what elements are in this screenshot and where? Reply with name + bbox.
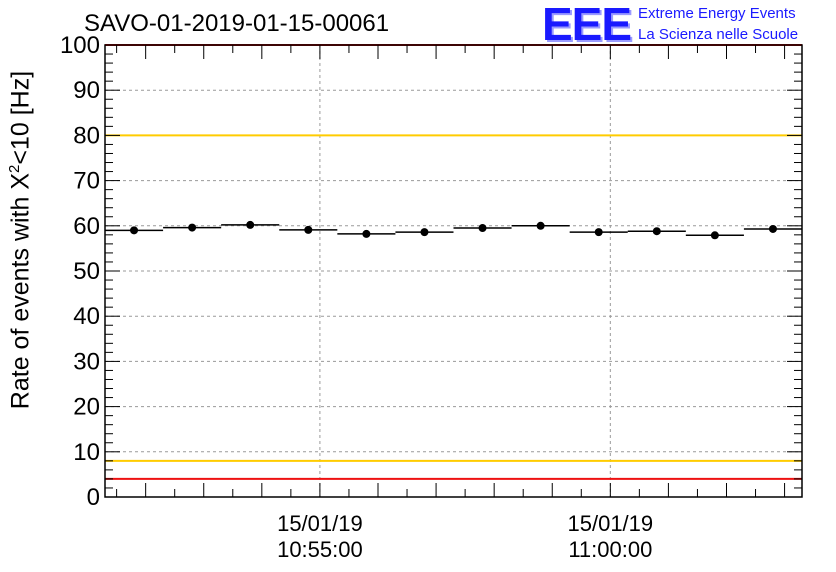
y-tick-label-2: 20	[73, 394, 100, 421]
logo-line-2: La Scienza nelle Scuole	[638, 26, 799, 43]
y-tick-label-8: 80	[73, 122, 100, 149]
data-point-6	[478, 224, 487, 233]
y-axis-label-wrap: Rate of events with X2<10 [Hz]	[6, 40, 38, 440]
y-axis-label: Rate of events with X2<10 [Hz]	[6, 40, 35, 440]
y-axis-label-prefix: Rate of events with X	[6, 172, 35, 410]
data-point-1	[188, 223, 197, 232]
data-point-5	[420, 228, 429, 237]
x-tick-label-date-0: 15/01/19	[277, 511, 363, 536]
data-point-0	[130, 226, 139, 235]
y-axis-label-suffix: <10 [Hz]	[6, 70, 35, 165]
y-tick-label-9: 90	[73, 77, 100, 104]
data-point-11	[768, 224, 777, 233]
y-tick-label-3: 30	[73, 348, 100, 375]
x-tick-label-time-0: 10:55:00	[277, 537, 363, 562]
logo-line-1: Extreme Energy Events	[638, 5, 796, 22]
chart-title: SAVO-01-2019-01-15-00061	[84, 10, 390, 37]
y-tick-label-1: 10	[73, 439, 100, 466]
x-tick-label-date-1: 15/01/19	[568, 511, 654, 536]
y-tick-label-5: 50	[73, 258, 100, 285]
data-point-8	[594, 228, 603, 237]
y-tick-label-0: 0	[87, 484, 100, 511]
data-point-2	[246, 220, 255, 229]
data-point-3	[304, 225, 313, 234]
y-tick-label-10: 100	[60, 32, 100, 59]
y-axis-label-sup: 2	[6, 164, 23, 173]
data-point-9	[652, 227, 661, 236]
y-tick-label-6: 60	[73, 213, 100, 240]
data-point-7	[536, 221, 545, 230]
data-point-10	[710, 231, 719, 240]
y-tick-label-4: 40	[73, 303, 100, 330]
data-point-4	[362, 229, 371, 238]
x-tick-label-time-1: 11:00:00	[568, 537, 652, 562]
y-tick-label-7: 70	[73, 168, 100, 195]
eee-logo-mark: EEE	[542, 0, 632, 50]
